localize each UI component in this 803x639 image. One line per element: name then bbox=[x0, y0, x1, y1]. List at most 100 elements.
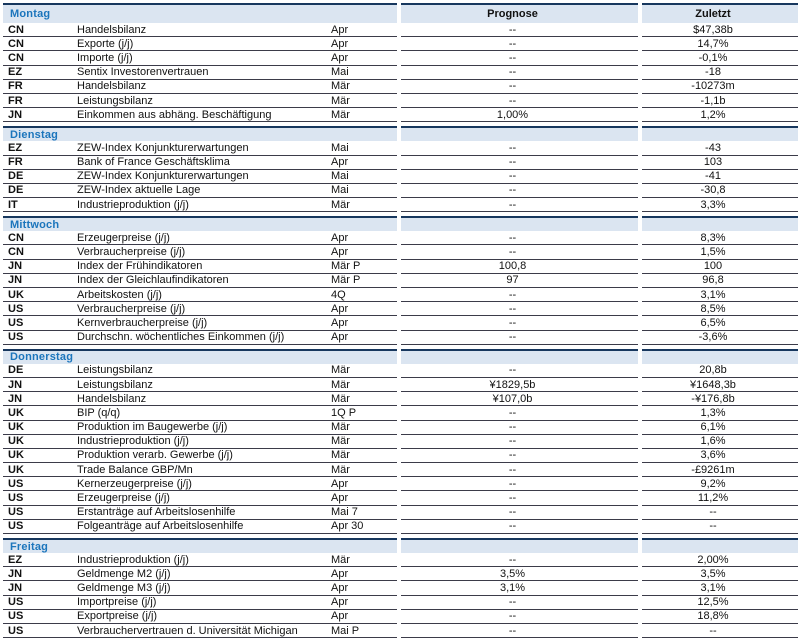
country-cell: US bbox=[8, 610, 24, 623]
period-cell: Mär bbox=[331, 435, 350, 448]
prognose-cell: -- bbox=[401, 288, 638, 303]
day-section-header: Montag Prognose Zuletzt bbox=[3, 3, 798, 23]
zuletzt-header-cell: Zuletzt bbox=[642, 3, 798, 23]
indicator-cell: Industrieproduktion (j/j) bbox=[77, 198, 189, 211]
row-left-group: EZ Sentix Investorenvertrauen Mai bbox=[3, 66, 397, 80]
period-cell: Apr bbox=[331, 331, 349, 344]
table-row: JN Geldmenge M2 (j/j) Apr 3,5% 3,5% bbox=[3, 567, 798, 582]
period-cell: Mär bbox=[331, 94, 350, 107]
period-cell: 1Q P bbox=[331, 406, 357, 419]
prognose-cell: 100,8 bbox=[401, 260, 638, 274]
zuletzt-cell: -41 bbox=[642, 170, 798, 184]
prognose-cell: -- bbox=[401, 553, 638, 568]
country-cell: JN bbox=[8, 108, 23, 121]
period-cell: Mär bbox=[331, 449, 350, 462]
table-row: US Erzeugerpreise (j/j) Apr -- 11,2% bbox=[3, 491, 798, 506]
table-row: US Erstanträge auf Arbeitslosenhilfe Mai… bbox=[3, 506, 798, 520]
country-cell: DE bbox=[8, 364, 24, 377]
table-row: US Importpreise (j/j) Apr -- 12,5% bbox=[3, 596, 798, 610]
country-cell: UK bbox=[8, 421, 24, 434]
indicator-cell: Produktion verarb. Gewerbe (j/j) bbox=[77, 449, 233, 462]
indicator-cell: Leistungsbilanz bbox=[77, 364, 153, 377]
prognose-cell: -- bbox=[401, 449, 638, 464]
row-left-group: FR Handelsbilanz Mär bbox=[3, 80, 397, 94]
prognose-cell: -- bbox=[401, 37, 638, 52]
indicator-cell: Verbraucherpreise (j/j) bbox=[77, 246, 186, 259]
country-cell: US bbox=[8, 302, 24, 315]
day-section: Dienstag EZ ZEW-Index Konjunkturerwartun… bbox=[3, 126, 798, 213]
prognose-cell: -- bbox=[401, 624, 638, 639]
indicator-cell: Folgeanträge auf Arbeitslosenhilfe bbox=[77, 520, 244, 533]
period-cell: Mai P bbox=[331, 624, 360, 637]
table-row: JN Einkommen aus abhäng. Beschäftigung M… bbox=[3, 108, 798, 123]
period-cell: Mär bbox=[331, 378, 350, 391]
table-row: DE Leistungsbilanz Mär -- 20,8b bbox=[3, 364, 798, 378]
table-row: DE ZEW-Index Konjunkturerwartungen Mai -… bbox=[3, 170, 798, 184]
prognose-cell: -- bbox=[401, 435, 638, 449]
prognose-cell: -- bbox=[401, 198, 638, 213]
table-row: US Verbrauchervertrauen d. Universität M… bbox=[3, 624, 798, 639]
period-cell: Mär bbox=[331, 463, 350, 476]
zuletzt-cell: 3,1% bbox=[642, 581, 798, 596]
zuletzt-cell: 9,2% bbox=[642, 477, 798, 492]
indicator-cell: Erzeugerpreise (j/j) bbox=[77, 231, 170, 244]
table-row: EZ Industrieproduktion (j/j) Mär -- 2,00… bbox=[3, 553, 798, 568]
row-left-group: JN Index der Gleichlaufindikatoren Mär P bbox=[3, 274, 397, 288]
period-cell: Mai bbox=[331, 141, 349, 154]
prognose-cell: -- bbox=[401, 316, 638, 331]
zuletzt-cell: 1,5% bbox=[642, 245, 798, 260]
period-cell: Apr bbox=[331, 492, 349, 505]
row-left-group: UK Produktion im Baugewerbe (j/j) Mär bbox=[3, 421, 397, 435]
zuletzt-cell: 3,3% bbox=[642, 198, 798, 213]
zuletzt-cell: -10273m bbox=[642, 80, 798, 94]
zuletzt-cell: -£9261m bbox=[642, 463, 798, 478]
table-row: JN Handelsbilanz Mär ¥107,0b -¥176,8b bbox=[3, 392, 798, 407]
row-left-group: CN Exporte (j/j) Apr bbox=[3, 37, 397, 52]
prognose-header-cell bbox=[401, 538, 638, 553]
country-cell: CN bbox=[8, 37, 24, 50]
day-label: Dienstag bbox=[10, 128, 59, 141]
zuletzt-cell: 1,6% bbox=[642, 435, 798, 449]
zuletzt-cell: 14,7% bbox=[642, 37, 798, 52]
period-cell: Apr 30 bbox=[331, 520, 364, 533]
prognose-cell: -- bbox=[401, 520, 638, 534]
prognose-cell: -- bbox=[401, 477, 638, 492]
day-section-rows: CN Erzeugerpreise (j/j) Apr -- 8,3% CN V… bbox=[3, 231, 798, 345]
period-cell: Apr bbox=[331, 316, 349, 329]
table-row: FR Handelsbilanz Mär -- -10273m bbox=[3, 80, 798, 94]
table-row: US Verbraucherpreise (j/j) Apr -- 8,5% bbox=[3, 302, 798, 317]
country-cell: FR bbox=[8, 94, 23, 107]
prognose-cell: -- bbox=[401, 141, 638, 156]
country-cell: CN bbox=[8, 51, 24, 64]
country-cell: US bbox=[8, 492, 24, 505]
day-section: Montag Prognose Zuletzt CN Handelsbilanz… bbox=[3, 3, 798, 123]
zuletzt-cell: -- bbox=[642, 506, 798, 520]
day-section-rows: CN Handelsbilanz Apr -- $47,38b CN Expor… bbox=[3, 23, 798, 123]
zuletzt-cell: -- bbox=[642, 520, 798, 534]
table-row: FR Bank of France Geschäftsklima Apr -- … bbox=[3, 156, 798, 170]
indicator-cell: Industrieproduktion (j/j) bbox=[77, 435, 189, 448]
day-section-header: Donnerstag bbox=[3, 348, 798, 364]
zuletzt-cell: 6,5% bbox=[642, 316, 798, 331]
country-cell: JN bbox=[8, 274, 23, 287]
row-left-group: DE Leistungsbilanz Mär bbox=[3, 364, 397, 378]
prognose-header-cell: Prognose bbox=[401, 3, 638, 23]
table-row: US Kernerzeugerpreise (j/j) Apr -- 9,2% bbox=[3, 477, 798, 492]
day-section: Freitag EZ Industrieproduktion (j/j) Mär… bbox=[3, 538, 798, 639]
country-cell: UK bbox=[8, 406, 24, 419]
zuletzt-cell: 103 bbox=[642, 156, 798, 170]
zuletzt-cell: -30,8 bbox=[642, 184, 798, 199]
period-cell: Apr bbox=[331, 23, 349, 36]
country-cell: UK bbox=[8, 435, 24, 448]
indicator-cell: ZEW-Index Konjunkturerwartungen bbox=[77, 141, 249, 154]
row-left-group: US Verbrauchervertrauen d. Universität M… bbox=[3, 624, 397, 639]
economic-calendar-table: Montag Prognose Zuletzt CN Handelsbilanz… bbox=[3, 3, 798, 639]
period-cell: Mär bbox=[331, 364, 350, 377]
table-row: UK Arbeitskosten (j/j) 4Q -- 3,1% bbox=[3, 288, 798, 303]
prognose-cell: -- bbox=[401, 596, 638, 610]
table-row: JN Geldmenge M3 (j/j) Apr 3,1% 3,1% bbox=[3, 581, 798, 596]
zuletzt-cell: -18 bbox=[642, 66, 798, 80]
indicator-cell: ZEW-Index Konjunkturerwartungen bbox=[77, 170, 249, 183]
indicator-cell: Durchschn. wöchentliches Einkommen (j/j) bbox=[77, 331, 285, 344]
row-left-group: JN Geldmenge M3 (j/j) Apr bbox=[3, 581, 397, 596]
